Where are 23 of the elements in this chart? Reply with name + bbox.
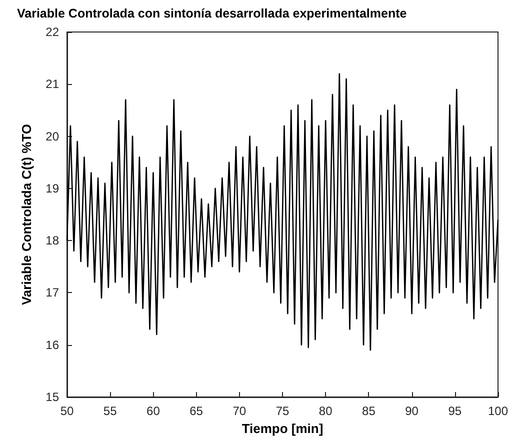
x-tick-label: 60 xyxy=(146,404,160,418)
y-axis-title: Variable Controlada C(t) %TO xyxy=(19,124,34,306)
y-tick-label: 19 xyxy=(46,181,60,196)
x-tick-label: 75 xyxy=(276,404,290,418)
y-tick-label: 20 xyxy=(46,129,60,144)
x-axis-title: Tiempo [min] xyxy=(242,420,324,436)
y-tick-label: 16 xyxy=(46,338,60,352)
y-tick-label: 17 xyxy=(46,286,60,300)
x-tick-label: 100 xyxy=(488,404,508,418)
line-series xyxy=(66,73,499,351)
chart-title: Variable Controlada con sintonía desarrollada experimentalmente xyxy=(17,6,407,20)
x-tick-label: 80 xyxy=(318,404,333,418)
x-tick-label: 90 xyxy=(405,404,419,418)
x-tick-label: 65 xyxy=(190,404,204,418)
x-tick-label: 55 xyxy=(103,404,118,418)
x-tick-label: 95 xyxy=(448,404,462,418)
y-tick-label: 21 xyxy=(46,77,60,92)
y-tick-label: 15 xyxy=(46,390,60,404)
x-tick-label: 50 xyxy=(60,404,74,418)
x-tick-label: 85 xyxy=(362,404,376,418)
y-tick-label: 22 xyxy=(46,25,60,39)
y-tick-label: 18 xyxy=(46,234,60,248)
x-tick-label: 70 xyxy=(232,404,246,418)
